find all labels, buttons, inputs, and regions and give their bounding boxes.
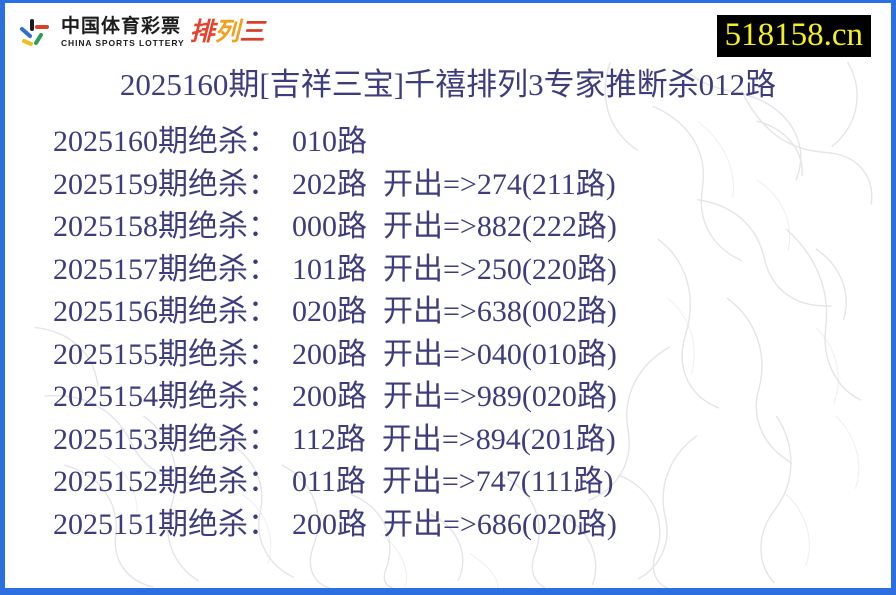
game-name-char-2: 列 [214,17,240,46]
brand-logo: 中国体育彩票 CHINA SPORTS LOTTERY 排 列 三 [19,14,265,50]
row-kill-label: 绝杀： [188,465,278,498]
row-draw-result: 开出=>040(010路) [383,337,617,371]
row-issue: 2025152期 [53,465,188,498]
row-issue: 2025157期 [53,252,188,286]
row-kill-label: 绝杀： [188,252,278,286]
brand-name-en: CHINA SPORTS LOTTERY [61,37,185,48]
list-item: 2025160期 绝杀： 010路 [53,121,871,164]
row-draw-result: 开出=>882(222路) [383,210,617,243]
row-issue: 2025151期 [53,507,188,541]
list-item: 2025157期 绝杀： 101路 开出=>250(220路) [53,249,871,292]
row-issue: 2025154期 [53,380,188,413]
row-kill-value: 000路 [292,210,367,243]
list-item: 2025158期 绝杀： 000路 开出=>882(222路) [53,206,871,249]
row-draw-result: 开出=>686(020路) [383,507,617,541]
row-kill-label: 绝杀： [188,422,278,456]
row-kill-value: 200路 [292,507,367,541]
game-name-char-3: 三 [239,17,265,46]
row-kill-value: 200路 [292,380,367,413]
row-kill-value: 200路 [292,337,367,371]
page-content: 中国体育彩票 CHINA SPORTS LOTTERY 排 列 三 518158… [5,3,891,588]
header: 中国体育彩票 CHINA SPORTS LOTTERY 排 列 三 518158… [5,3,891,57]
row-issue: 2025153期 [53,422,188,456]
site-watermark: 518158.cn [716,15,871,57]
row-draw-result: 开出=>894(201路) [381,422,616,456]
row-kill-value: 011路 [292,465,366,498]
game-name-char-1: 排 [189,17,215,46]
row-draw-result: 开出=>274(211路) [383,167,616,201]
prediction-list: 2025160期 绝杀： 010路 2025159期 绝杀： 202路 开出=>… [5,121,891,546]
brand-wordmark: 中国体育彩票 CHINA SPORTS LOTTERY [61,17,185,48]
row-kill-label: 绝杀： [188,295,278,328]
page-title: 2025160期[吉祥三宝]千禧排列3专家推断杀012路 [119,67,777,102]
row-kill-value: 202路 [292,167,367,201]
row-kill-label: 绝杀： [188,167,278,201]
list-item: 2025156期 绝杀： 020路 开出=>638(002路) [53,291,871,334]
list-item: 2025159期 绝杀： 202路 开出=>274(211路) [53,164,871,207]
row-draw-result: 开出=>989(020路) [383,380,617,413]
row-draw-result: 开出=>638(002路) [383,295,617,328]
row-issue: 2025158期 [53,210,188,243]
row-issue: 2025160期 [53,125,188,158]
list-item: 2025152期 绝杀： 011路 开出=>747(111路) [53,461,871,504]
row-draw-result: 开出=>747(111路) [381,465,614,498]
china-sports-lottery-logo-icon [19,17,55,47]
row-draw-result: 开出=>250(220路) [383,252,617,286]
game-name-pailie3: 排 列 三 [190,16,265,48]
row-kill-label: 绝杀： [188,210,278,243]
row-kill-label: 绝杀： [188,507,278,541]
list-item: 2025154期 绝杀： 200路 开出=>989(020路) [53,376,871,419]
row-issue: 2025159期 [53,167,188,201]
row-kill-value: 010路 [292,125,367,158]
row-issue: 2025156期 [53,295,188,328]
row-kill-label: 绝杀： [188,380,278,413]
brand-name-cn: 中国体育彩票 [61,15,182,37]
row-kill-value: 101路 [292,252,367,286]
list-item: 2025153期 绝杀： 112路 开出=>894(201路) [53,419,871,462]
row-kill-label: 绝杀： [188,125,278,158]
row-kill-value: 020路 [292,295,367,328]
list-item: 2025151期 绝杀： 200路 开出=>686(020路) [53,504,871,547]
row-issue: 2025155期 [53,337,188,371]
row-kill-value: 112路 [292,422,366,456]
row-kill-label: 绝杀： [188,337,278,371]
list-item: 2025155期 绝杀： 200路 开出=>040(010路) [53,334,871,377]
